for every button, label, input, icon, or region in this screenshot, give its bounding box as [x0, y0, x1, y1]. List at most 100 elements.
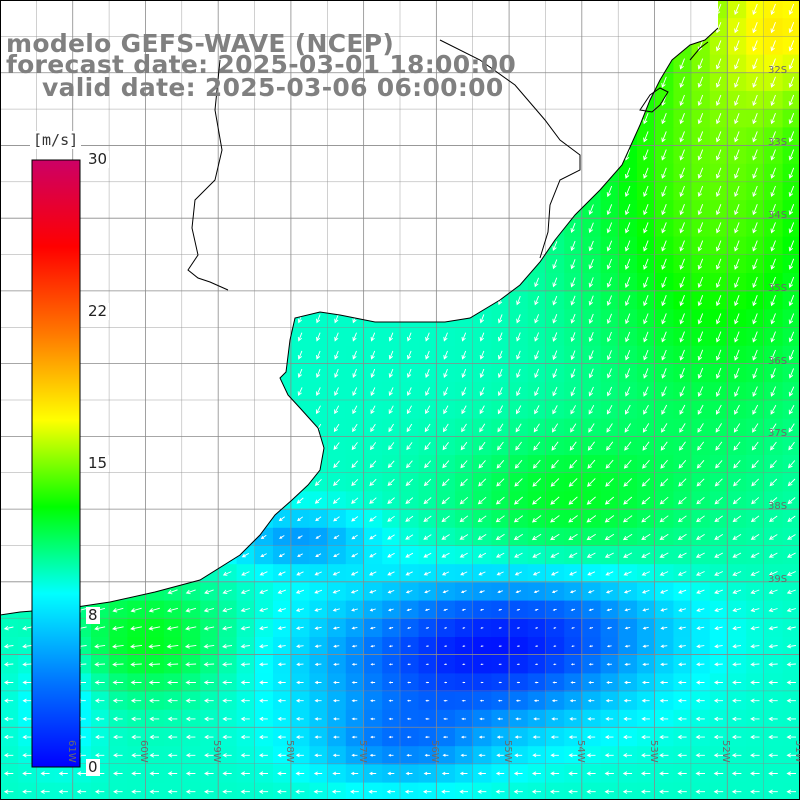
wind-arrow: [661, 149, 667, 161]
wind-arrow: [588, 313, 594, 324]
wind-arrow: [22, 753, 32, 758]
wind-arrow: [625, 386, 631, 397]
wind-arrow: [222, 716, 232, 722]
wind-arrow: [532, 478, 542, 487]
wind-arrow: [535, 627, 538, 629]
wind-arrow: [788, 94, 795, 107]
wind-arrow: [550, 571, 559, 576]
wind-arrow: [443, 350, 448, 360]
wind-arrow: [732, 644, 742, 649]
wind-arrow: [278, 553, 285, 557]
wind-arrow: [460, 571, 468, 576]
wind-arrow: [240, 698, 250, 703]
wind-arrow: [314, 699, 322, 703]
wind-arrow: [166, 626, 179, 631]
wind-arrow: [22, 662, 32, 667]
wind-arrow: [768, 534, 778, 540]
wind-arrow: [167, 698, 178, 703]
wind-arrow: [203, 680, 214, 685]
wind-arrow: [588, 204, 594, 215]
wind-arrow: [695, 753, 705, 758]
wind-arrow: [387, 571, 395, 576]
wind-arrow: [478, 441, 486, 451]
wind-arrow: [770, 240, 776, 252]
wind-arrow: [752, 349, 758, 361]
wind-arrow: [624, 626, 631, 630]
wind-arrow: [40, 771, 50, 776]
wind-arrow: [295, 771, 305, 776]
wind-arrow: [315, 387, 321, 397]
wind-arrow: [606, 681, 613, 684]
wind-arrow: [388, 754, 394, 757]
longitude-label: 60W: [138, 740, 150, 763]
wind-arrow: [386, 789, 395, 794]
wind-arrow: [715, 367, 722, 379]
wind-arrow: [497, 405, 503, 415]
wind-arrow: [351, 681, 358, 684]
wind-arrow: [222, 789, 232, 794]
wind-arrow: [734, 258, 740, 270]
wind-arrow: [788, 149, 795, 161]
colorbar-unit: [m/s]: [30, 131, 82, 149]
wind-arrow: [786, 589, 796, 595]
wind-arrow: [423, 771, 431, 776]
wind-arrow: [697, 222, 704, 234]
wind-arrow: [641, 478, 651, 487]
wind-arrow: [695, 571, 705, 576]
wind-arrow: [715, 167, 722, 179]
wind-arrow: [388, 626, 394, 630]
wind-arrow: [551, 717, 558, 721]
wind-arrow: [405, 534, 414, 540]
wind-arrow: [715, 40, 722, 52]
wind-arrow: [677, 734, 687, 740]
wind-arrow: [58, 789, 68, 794]
wind-arrow: [405, 460, 413, 469]
wind-arrow: [316, 332, 321, 342]
wind-arrow: [441, 571, 450, 576]
wind-arrow: [606, 240, 613, 252]
wind-arrow: [788, 240, 795, 252]
wind-arrow: [167, 753, 178, 758]
wind-arrow: [732, 571, 742, 576]
wind-arrow: [535, 645, 538, 648]
wind-arrow: [22, 771, 32, 776]
wind-arrow: [786, 625, 796, 631]
wind-arrow: [279, 535, 285, 539]
wind-arrow: [333, 662, 340, 666]
wind-arrow: [295, 735, 304, 739]
wind-arrow: [768, 789, 778, 794]
wind-arrow: [259, 680, 268, 685]
wind-arrow: [404, 789, 414, 794]
model-title: modelo GEFS-WAVE (NCEP): [6, 29, 395, 58]
wind-arrow: [407, 626, 412, 630]
wind-arrow: [370, 387, 376, 397]
wind-arrow: [314, 680, 322, 685]
wind-arrow: [423, 534, 432, 540]
wind-arrow: [314, 735, 322, 739]
valid-date: valid date: 2025-03-06 06:00:00: [42, 73, 504, 102]
wind-arrow: [477, 552, 487, 558]
wind-arrow: [586, 533, 596, 541]
wind-arrow: [461, 368, 467, 378]
wind-arrow: [496, 753, 504, 758]
wind-arrow: [130, 607, 142, 613]
wind-arrow: [423, 478, 432, 487]
longitude-label: 52W: [720, 740, 732, 763]
wind-arrow: [240, 589, 250, 594]
wind-arrow: [733, 460, 741, 469]
wind-arrow: [588, 277, 594, 288]
wind-arrow: [715, 58, 722, 70]
wind-arrow: [715, 204, 722, 216]
wind-arrow: [277, 589, 286, 594]
wind-arrow: [788, 58, 795, 70]
wind-arrow: [659, 515, 669, 523]
wind-arrow: [732, 515, 742, 523]
wind-arrow: [332, 608, 340, 612]
wind-arrow: [734, 222, 740, 234]
wind-arrow: [588, 663, 594, 666]
coastline: [0, 27, 719, 616]
wind-arrow: [570, 350, 576, 361]
wind-arrow: [606, 404, 613, 415]
wind-arrow: [406, 754, 412, 757]
wind-arrow: [605, 589, 613, 594]
